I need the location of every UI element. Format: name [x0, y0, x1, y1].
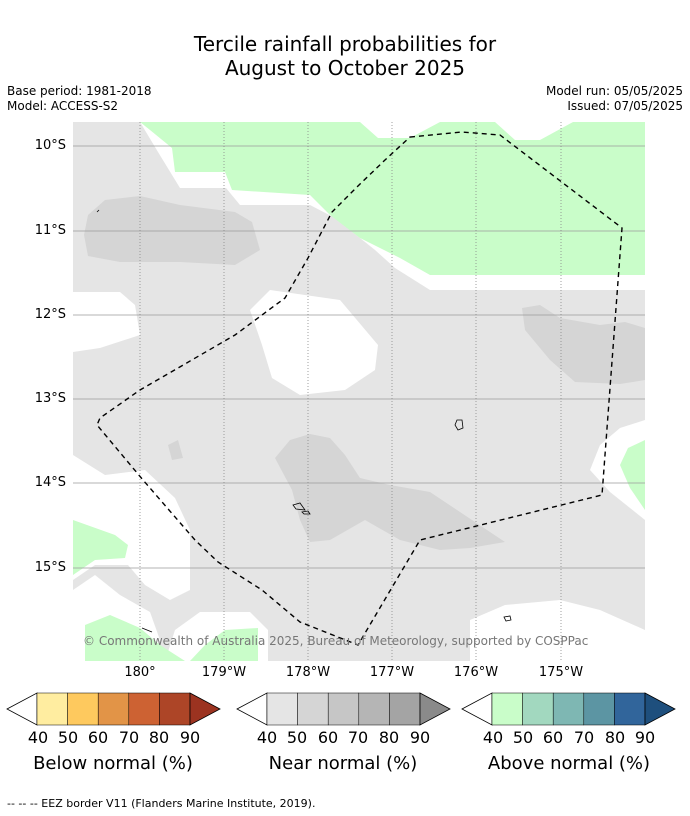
- colorbar-segment: [614, 692, 646, 726]
- island-outline: [141, 627, 153, 633]
- colorbar-segment: [327, 692, 360, 726]
- colorbar-segment: [552, 692, 585, 726]
- colorbar-segment: [522, 692, 554, 726]
- map-area: [73, 122, 645, 661]
- lon-label: 176°W: [453, 665, 499, 680]
- cb-tick: 80: [148, 728, 170, 747]
- colorbar-max-triangle: [644, 692, 676, 726]
- colorbar-segment: [67, 692, 99, 726]
- cb-tick: 90: [634, 728, 656, 747]
- base-period: Base period: 1981-2018: [7, 84, 152, 98]
- colorbar-legend: [6, 692, 676, 726]
- copyright-text: © Commonwealth of Australia 2025, Bureau…: [83, 634, 588, 648]
- map-title: Tercile rainfall probabilities for Augus…: [0, 32, 690, 80]
- cb-tick: 80: [604, 728, 626, 747]
- colorbar-segment: [266, 692, 298, 726]
- colorbar-segment: [36, 692, 68, 726]
- meta-left: Base period: 1981-2018 Model: ACCESS-S2: [7, 84, 152, 114]
- above-normal-regions: [73, 122, 645, 661]
- lon-label: 179°W: [201, 665, 247, 680]
- lon-label: 180°: [124, 665, 156, 680]
- colorbar-segment: [358, 692, 390, 726]
- issued-date: Issued: 07/05/2025: [567, 99, 683, 113]
- title-line-2: August to October 2025: [224, 56, 466, 80]
- cb-tick: 90: [409, 728, 431, 747]
- colorbar-above-title: Above normal (%): [487, 753, 651, 774]
- model-name: Model: ACCESS-S2: [7, 99, 119, 113]
- island-outline: [292, 502, 306, 511]
- cb-tick: 70: [573, 728, 595, 747]
- lat-label: 15°S: [34, 560, 66, 575]
- colorbar-segment: [128, 692, 160, 726]
- lat-label: 14°S: [34, 475, 66, 490]
- cb-tick: 80: [378, 728, 400, 747]
- colorbar-min-triangle: [461, 692, 493, 726]
- cb-tick: 40: [27, 728, 49, 747]
- cb-tick: 60: [542, 728, 564, 747]
- lat-label: 13°S: [34, 391, 66, 406]
- colorbar-segment: [159, 692, 191, 726]
- colorbar-above-normal: [461, 692, 676, 726]
- cb-tick: 50: [286, 728, 308, 747]
- colorbar-max-triangle: [189, 692, 221, 726]
- lat-label: 12°S: [34, 307, 66, 322]
- cb-tick: 50: [57, 728, 79, 747]
- colorbar-segment: [491, 692, 523, 726]
- meta-right: Model run: 05/05/2025 Issued: 07/05/2025: [546, 84, 683, 114]
- near-normal-50-regions: [84, 196, 645, 550]
- eez-footnote: -- -- -- EEZ border V11 (Flanders Marine…: [7, 797, 316, 810]
- eez-border: [96, 131, 623, 646]
- colorbar-segment: [97, 692, 130, 726]
- lat-label: 11°S: [34, 223, 66, 238]
- colorbar-below-normal: [6, 692, 221, 726]
- colorbar-segment: [583, 692, 615, 726]
- cb-tick: 40: [256, 728, 278, 747]
- colorbar-below-title: Below normal (%): [33, 753, 193, 774]
- island-outline: [503, 615, 512, 622]
- island-outline: [96, 209, 100, 213]
- cb-tick: 70: [347, 728, 369, 747]
- model-run: Model run: 05/05/2025: [545, 84, 683, 98]
- island-outline: [454, 419, 464, 431]
- islands: [96, 209, 512, 633]
- cb-tick: 70: [118, 728, 140, 747]
- colorbar-min-triangle: [236, 692, 268, 726]
- lat-label: 10°S: [34, 138, 66, 153]
- cb-tick: 40: [482, 728, 504, 747]
- lon-label: 178°W: [285, 665, 331, 680]
- lon-label: 175°W: [538, 665, 584, 680]
- cb-tick: 50: [512, 728, 534, 747]
- colorbar-min-triangle: [6, 692, 38, 726]
- lat-gridlines: [73, 145, 645, 569]
- colorbar-near-title: Near normal (%): [268, 753, 418, 774]
- title-line-1: Tercile rainfall probabilities for: [193, 32, 497, 56]
- island-outline: [301, 510, 311, 515]
- cb-tick: 90: [179, 728, 201, 747]
- colorbar-segment: [389, 692, 421, 726]
- colorbar-max-triangle: [419, 692, 451, 726]
- lon-label: 177°W: [369, 665, 415, 680]
- cb-tick: 60: [87, 728, 109, 747]
- colorbar-near-normal: [236, 692, 451, 726]
- colorbar-segment: [297, 692, 329, 726]
- cb-tick: 60: [317, 728, 339, 747]
